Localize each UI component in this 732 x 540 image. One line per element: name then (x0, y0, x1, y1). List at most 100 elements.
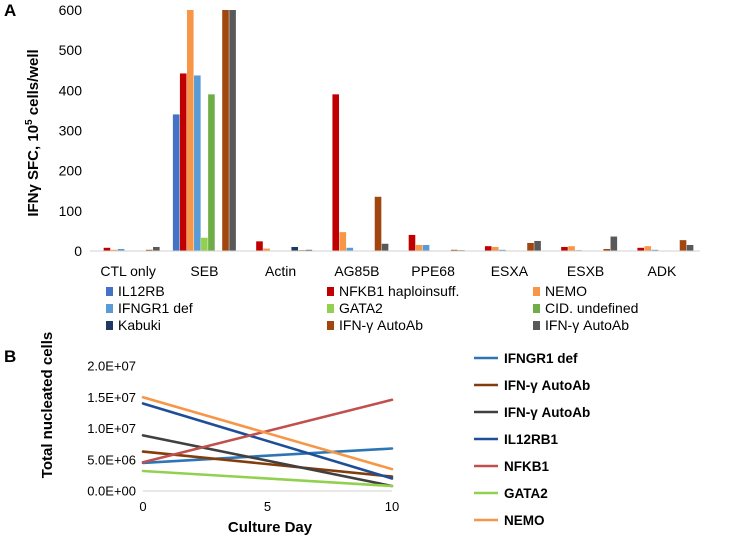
panel-a-y-tick-200: 200 (59, 163, 83, 179)
bar-ctl-only-ifn-autoab-7 (145, 249, 153, 251)
panel-b-legend: IFNGR1 def IFN-γ AutoAb IFN-γ AutoAb IL12RB… (474, 351, 590, 528)
panel-a-y-tick-300: 300 (59, 123, 83, 139)
legend-item-nfkb1-haploinsuff-1: NFKB1 haploinsuff. (327, 283, 459, 299)
panel-b-y-axis-title: Total nucleated cells (39, 332, 56, 478)
bar-ppe68-nemo-2 (415, 244, 423, 251)
legend-label: IFN-γ AutoAb (545, 317, 629, 333)
legend-swatch (106, 287, 113, 296)
panel-a-y-ticks: 0 100 200 300 400 500 600 (59, 2, 83, 259)
category-label-ctl-only: CTL only (100, 263, 156, 279)
panel-b-x-tick-5: 5 (264, 499, 271, 514)
bar-ctl-only-ifn-autoab-8 (153, 246, 160, 251)
category-label-esxa: ESXA (491, 263, 529, 279)
legend-item-il12rb-0: IL12RB (106, 283, 165, 299)
legend-item-ifn-autoab-8: IFN-γ AutoAb (533, 317, 629, 333)
panel-b-x-tick-10: 10 (385, 499, 399, 514)
panel-a-y-tick-600: 600 (59, 2, 83, 18)
legend-swatch (106, 321, 113, 330)
panel-a: A IFNγ SFC, 105 cells/well 0 100 200 300 400… (4, 1, 700, 333)
legend-swatch (327, 321, 334, 330)
legend-label: IFNGR1 def (118, 300, 193, 316)
panel-a-y-tick-0: 0 (74, 243, 82, 259)
legend-line-item-nfkb1-4: NFKB1 (474, 459, 549, 474)
bar-ppe68-ifn-autoab-7 (450, 249, 458, 251)
bar-seb-nfkb1-haploinsuff-1 (179, 73, 187, 252)
legend-item-cid-undefined-5: CID. undefined (533, 300, 638, 316)
legend-line-label: IFN-γ AutoAb (504, 378, 590, 393)
category-label-seb: SEB (190, 263, 218, 279)
panel-b-y-ticks: 0.0E+00 5.0E+06 1.0E+07 1.5E+07 2.0E+07 (87, 359, 136, 499)
legend-line-item-il12rb1-3: IL12RB1 (474, 432, 559, 447)
legend-label: NEMO (545, 283, 587, 299)
panel-a-label: A (4, 1, 16, 20)
panel-a-y-tick-400: 400 (59, 82, 83, 98)
bar-esxa-nfkb1-haploinsuff-1 (484, 246, 492, 251)
bar-esxa-ifngr1-def-3 (499, 249, 506, 251)
legend-swatch (327, 287, 334, 296)
legend-line-label: NFKB1 (504, 459, 549, 474)
legend-line-item-gata2-5: GATA2 (474, 486, 548, 501)
legend-line-label: NEMO (504, 513, 545, 528)
legend-swatch (327, 304, 334, 313)
bar-seb-ifn-autoab-8 (229, 10, 236, 251)
panel-b-y-tick-2: 1.0E+07 (87, 421, 136, 436)
legend-line-label: IFNGR1 def (504, 351, 578, 366)
bar-esxb-ifn-autoab-8 (610, 236, 618, 251)
panel-a-category-labels: CTL only SEB Actin AG85B PPE68 ESXA ESXB ADK (100, 263, 677, 279)
panel-b-y-tick-1: 5.0E+06 (87, 452, 136, 467)
panel-a-y-tick-100: 100 (59, 203, 83, 219)
category-label-esxb: ESXB (567, 263, 604, 279)
bar-esxa-ifn-autoab-8 (534, 240, 541, 251)
bar-ctl-only-nfkb1-haploinsuff-1 (103, 247, 111, 251)
bar-ppe68-ifngr1-def-3 (422, 244, 430, 251)
bar-seb-ifn-autoab-7 (222, 10, 229, 251)
panel-b-x-axis-title: Culture Day (228, 519, 313, 536)
legend-label: NFKB1 haploinsuff. (339, 283, 459, 299)
bar-ctl-only-ifngr1-def-3 (117, 248, 125, 251)
category-label-adk: ADK (648, 263, 677, 279)
line-gata2-5 (141, 469, 394, 488)
legend-line-item-ifn-autoab-2: IFN-γ AutoAb (474, 405, 590, 420)
bar-ag85b-ifn-autoab-7 (374, 196, 382, 251)
panel-b-y-tick-4: 2.0E+07 (87, 359, 136, 374)
legend-line-item-ifngr1-def-0: IFNGR1 def (474, 351, 578, 366)
line-nemo-6 (141, 395, 394, 471)
panel-b-y-tick-0: 0.0E+00 (87, 484, 136, 499)
line-ifngr1-def-0 (141, 447, 394, 465)
panel-b-y-tick-3: 1.5E+07 (87, 390, 136, 405)
line-ifn-autoab-2 (141, 434, 394, 488)
panel-b-x-tick-0: 0 (139, 499, 146, 514)
legend-swatch (533, 304, 540, 313)
bar-ag85b-nfkb1-haploinsuff-1 (332, 94, 340, 251)
category-label-ppe68: PPE68 (411, 263, 455, 279)
line-ifn-autoab-1 (141, 450, 394, 478)
bar-seb-cid-undefined-5 (208, 94, 215, 251)
line-nfkb1-4 (141, 398, 394, 464)
legend-label: IL12RB (118, 283, 165, 299)
bar-adk-nfkb1-haploinsuff-1 (637, 247, 645, 251)
line-il12rb1-3 (141, 402, 394, 480)
legend-line-label: GATA2 (504, 486, 548, 501)
bar-ppe68-nfkb1-haploinsuff-1 (408, 234, 416, 251)
bar-actin-nemo-2 (263, 248, 270, 251)
legend-label: IFN-γ AutoAb (339, 317, 423, 333)
bar-esxb-nemo-2 (568, 246, 575, 251)
bar-esxa-nemo-2 (491, 246, 499, 251)
legend-label: Kabuki (118, 317, 161, 333)
bar-actin-ifn-autoab-8 (305, 249, 313, 251)
panel-b-lines (141, 395, 394, 488)
panel-b: B Total nucleated cells 0.0E+00 5.0E+06 1.… (4, 332, 590, 536)
legend-label: CID. undefined (545, 300, 638, 316)
bar-ag85b-ifngr1-def-3 (346, 247, 354, 251)
category-label-actin: Actin (265, 263, 296, 279)
legend-line-label: IFN-γ AutoAb (504, 405, 590, 420)
legend-item-nemo-2: NEMO (533, 283, 587, 299)
category-label-ag85b: AG85B (334, 263, 379, 279)
panel-b-label: B (4, 347, 16, 366)
panel-b-x-ticks: 0 5 10 (139, 499, 399, 514)
legend-label: GATA2 (339, 300, 383, 316)
bar-esxb-ifn-autoab-7 (603, 248, 611, 251)
bar-seb-gata2-4 (201, 237, 208, 251)
legend-item-ifngr1-def-3: IFNGR1 def (106, 300, 193, 316)
